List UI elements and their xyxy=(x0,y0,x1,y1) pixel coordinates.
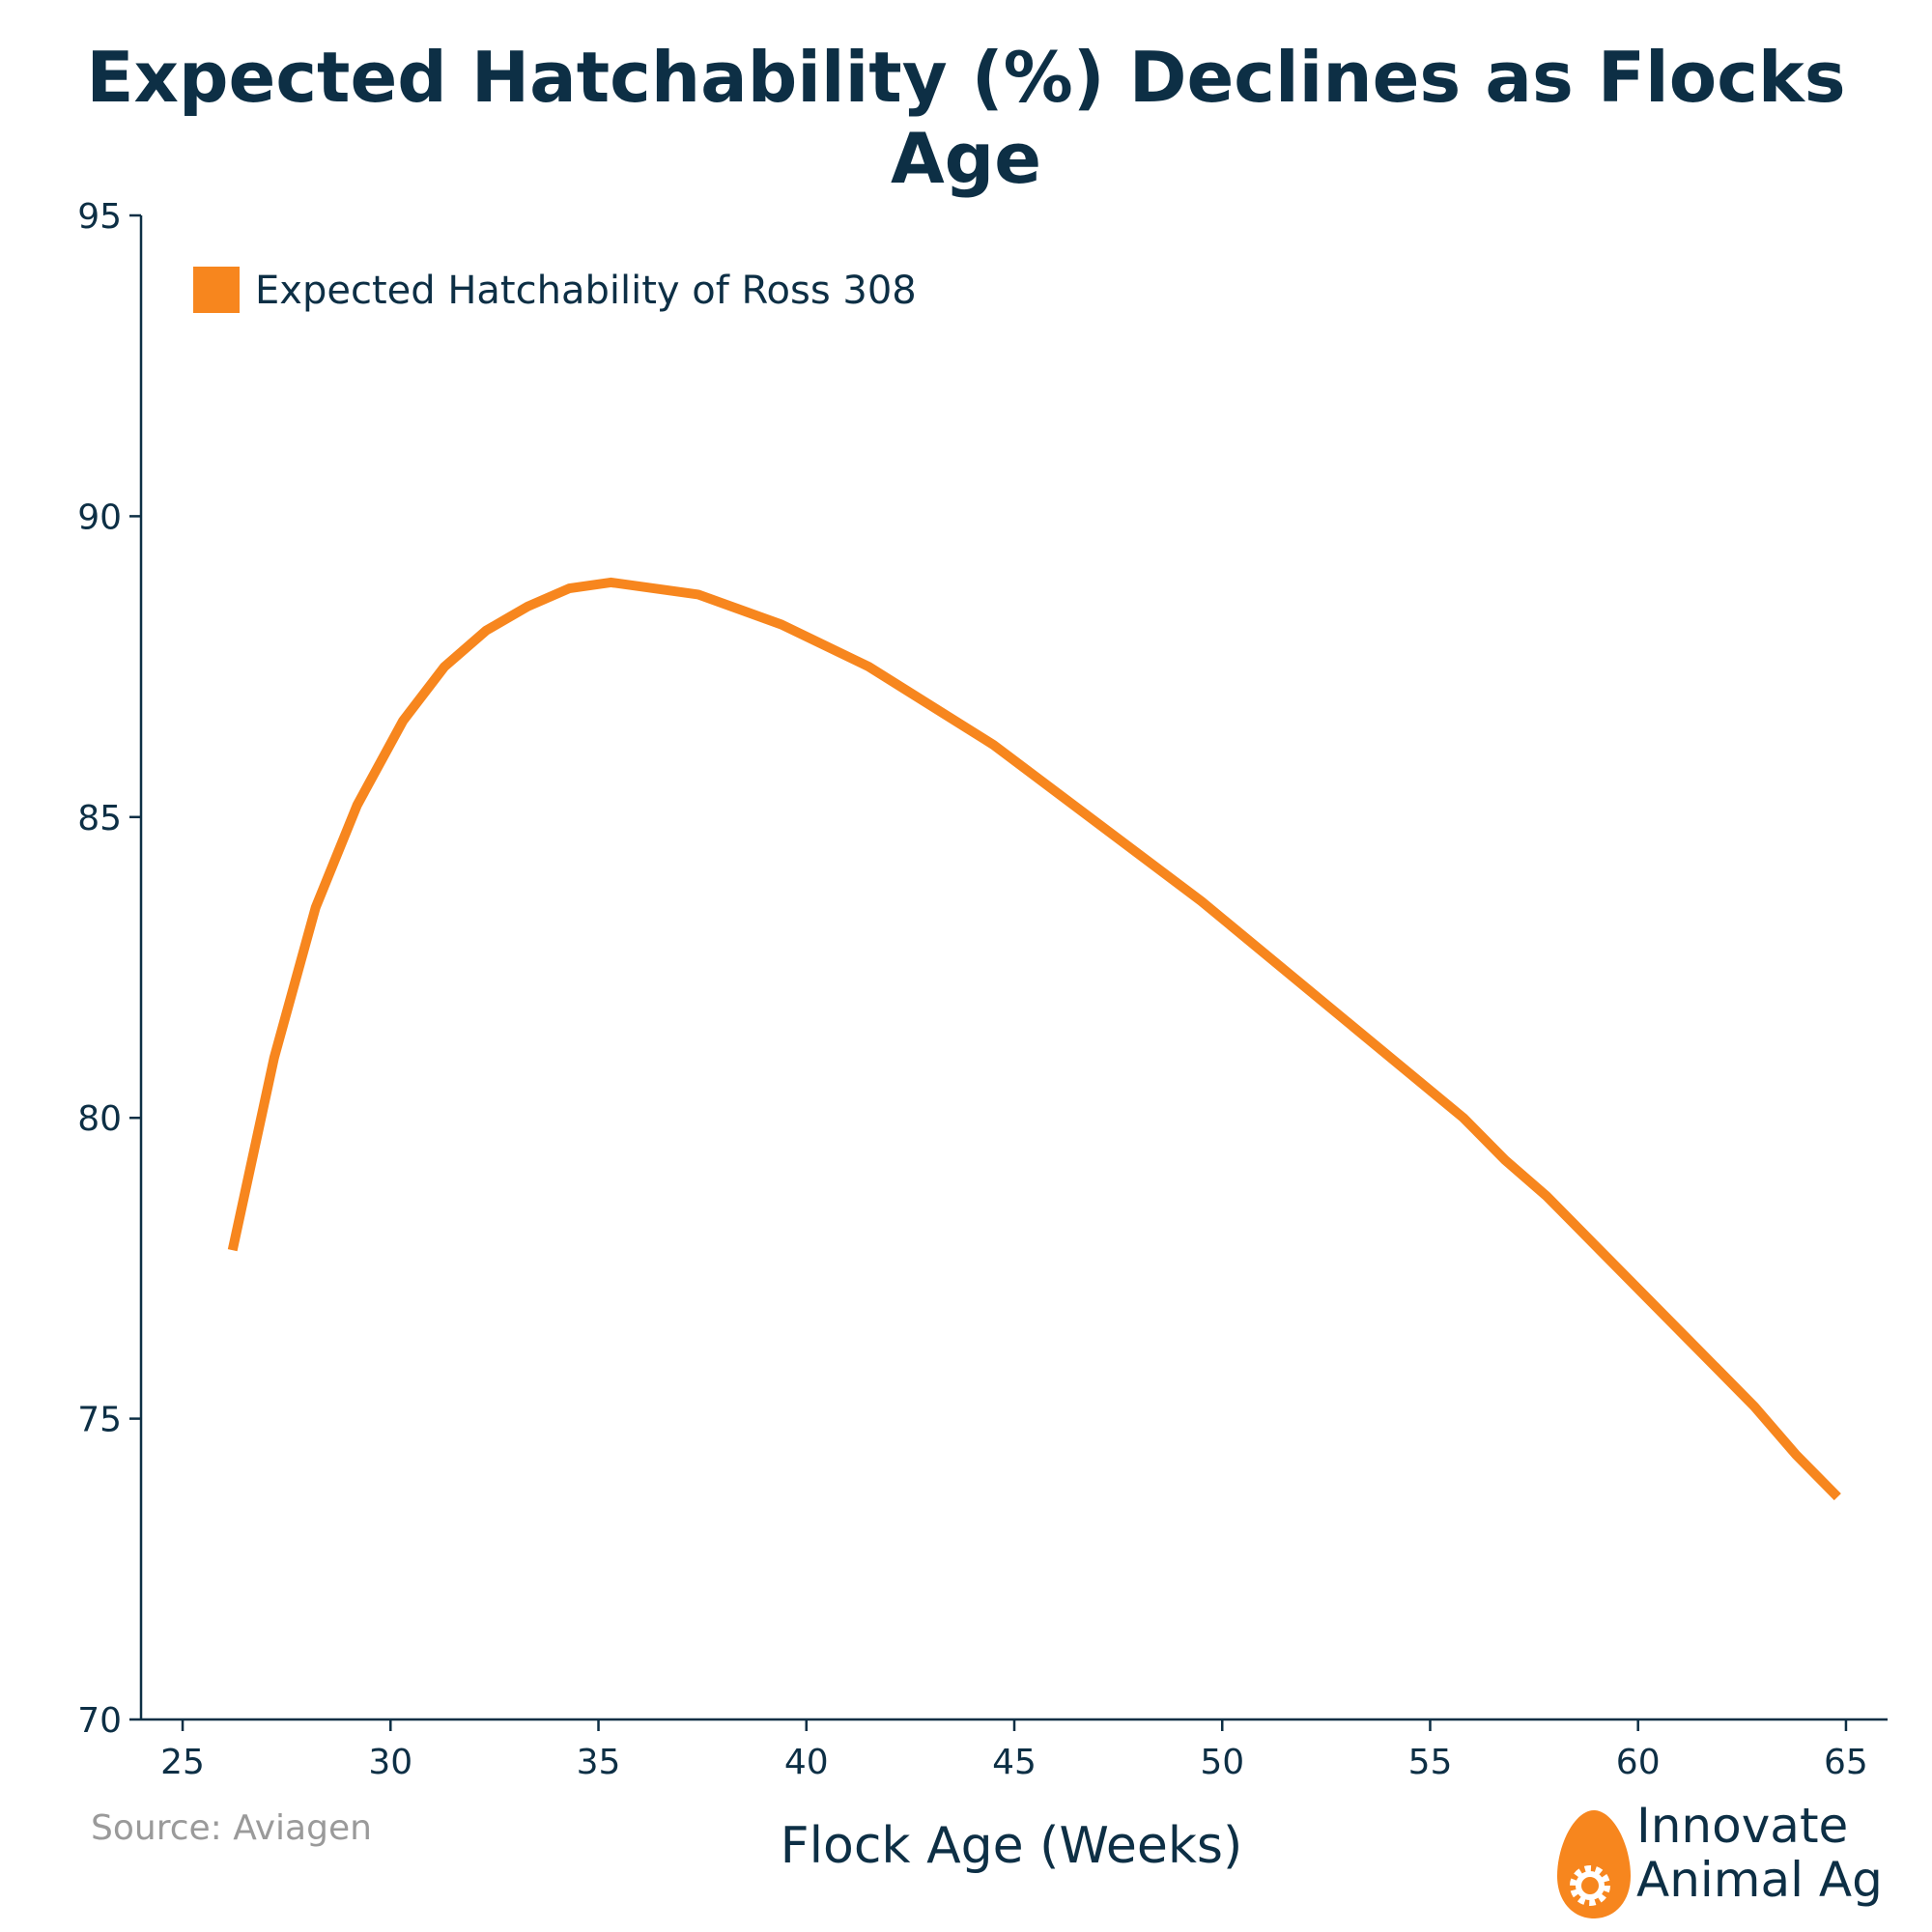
egg-gear-icon xyxy=(1557,1810,1631,1918)
series-line xyxy=(227,577,1841,1501)
y-tick-label: 70 xyxy=(77,1701,122,1741)
x-axis-label: Flock Age (Weeks) xyxy=(781,1817,1243,1875)
series-group xyxy=(227,577,1841,1501)
x-axis-ticks: 25 30 35 40 45 50 55 60 65 xyxy=(160,1719,1868,1782)
chart-title: Expected Hatchability (%) Declines as Fl… xyxy=(86,37,1846,199)
legend-swatch xyxy=(193,267,240,313)
legend-label: Expected Hatchability of Ross 308 xyxy=(255,269,917,313)
y-tick-label: 75 xyxy=(77,1401,122,1440)
x-tick-label: 55 xyxy=(1408,1743,1453,1782)
legend: Expected Hatchability of Ross 308 xyxy=(193,267,917,313)
x-tick-label: 30 xyxy=(368,1743,412,1782)
x-tick-label: 50 xyxy=(1200,1743,1244,1782)
x-tick-label: 60 xyxy=(1616,1743,1661,1782)
y-tick-label: 80 xyxy=(77,1099,122,1139)
source-note: Source: Aviagen xyxy=(91,1808,372,1848)
y-axis-ticks: 70 75 80 85 90 95 xyxy=(77,197,141,1741)
x-tick-label: 25 xyxy=(160,1743,205,1782)
brand-logo: Innovate Animal Ag xyxy=(1553,1799,1920,1924)
brand-line-2: Animal Ag xyxy=(1636,1852,1883,1908)
x-tick-label: 35 xyxy=(577,1743,621,1782)
axes xyxy=(139,215,1888,1721)
x-tick-label: 45 xyxy=(992,1743,1037,1782)
x-tick-label: 65 xyxy=(1824,1743,1868,1782)
brand-name: Innovate Animal Ag xyxy=(1636,1799,1883,1907)
y-tick-label: 85 xyxy=(77,799,122,838)
brand-line-1: Innovate xyxy=(1636,1798,1849,1854)
y-tick-label: 95 xyxy=(77,197,122,237)
x-tick-label: 40 xyxy=(784,1743,829,1782)
y-tick-label: 90 xyxy=(77,497,122,537)
